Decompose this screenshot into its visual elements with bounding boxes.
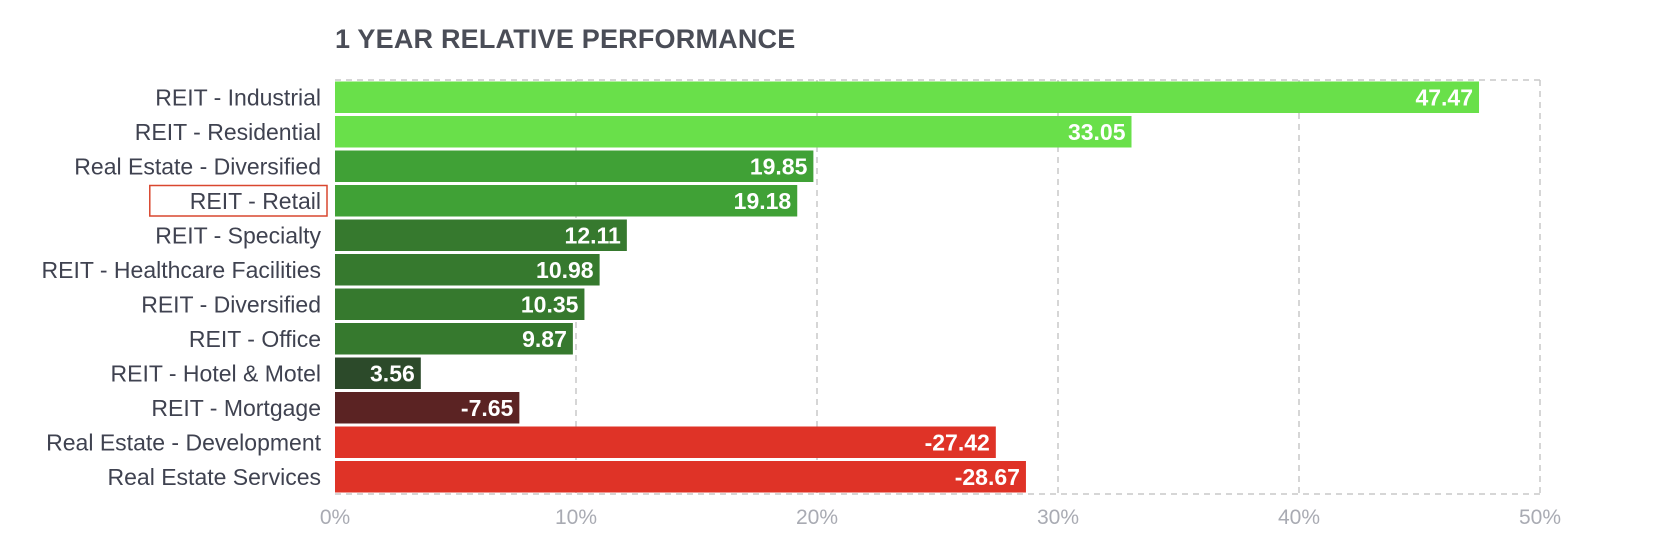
category-label: REIT - Residential bbox=[135, 119, 321, 145]
category-label: REIT - Healthcare Facilities bbox=[42, 257, 322, 283]
category-label: REIT - Office bbox=[189, 326, 321, 352]
bar bbox=[335, 357, 421, 389]
category-label: REIT - Mortgage bbox=[151, 395, 321, 421]
category-label: REIT - Diversified bbox=[141, 291, 321, 317]
category-label: REIT - Specialty bbox=[155, 222, 321, 248]
bars bbox=[335, 81, 1480, 493]
chart-title: 1 YEAR RELATIVE PERFORMANCE bbox=[335, 24, 796, 54]
data-label: 33.05 bbox=[1068, 119, 1126, 145]
bar bbox=[335, 219, 627, 251]
data-label: 19.18 bbox=[734, 188, 792, 214]
bar bbox=[335, 116, 1132, 148]
bar bbox=[335, 254, 600, 286]
category-label: REIT - Hotel & Motel bbox=[111, 360, 321, 386]
highlight-box bbox=[149, 184, 328, 217]
data-label: 12.11 bbox=[565, 222, 621, 248]
bar bbox=[335, 426, 996, 458]
category-label: Real Estate - Development bbox=[46, 429, 321, 455]
x-tick-label: 50% bbox=[1519, 506, 1561, 529]
bar bbox=[335, 150, 814, 182]
category-label: Real Estate - Diversified bbox=[74, 153, 321, 179]
x-tick-label: 40% bbox=[1278, 506, 1320, 529]
data-label: 19.85 bbox=[750, 153, 808, 179]
category-labels: REIT - Industrial REIT - Residential Real … bbox=[42, 84, 322, 490]
x-tick-label: 30% bbox=[1037, 506, 1079, 529]
data-label: 3.56 bbox=[370, 360, 415, 386]
category-label: Real Estate Services bbox=[108, 464, 321, 490]
data-label: -27.42 bbox=[925, 429, 990, 455]
data-label: -7.65 bbox=[461, 395, 514, 421]
bar bbox=[335, 392, 520, 424]
data-label: 47.47 bbox=[1415, 84, 1473, 110]
x-tick-label: 10% bbox=[555, 506, 597, 529]
data-label: -28.67 bbox=[955, 464, 1020, 490]
value-labels: 47.47 33.05 19.85 19.18 12.11 10.98 10.35 9.87 3… bbox=[370, 84, 1473, 490]
data-label: 9.87 bbox=[522, 326, 567, 352]
x-tick-label: 0% bbox=[320, 506, 350, 529]
x-axis-ticks: 0% 10% 20% 30% 40% 50% bbox=[320, 506, 1561, 529]
x-tick-label: 20% bbox=[796, 506, 838, 529]
bar bbox=[335, 185, 798, 217]
category-label: REIT - Industrial bbox=[155, 84, 321, 110]
gridlines bbox=[335, 79, 1541, 495]
bar bbox=[335, 461, 1026, 493]
data-label: 10.98 bbox=[536, 257, 594, 283]
bar bbox=[335, 288, 585, 320]
category-label: REIT - Retail bbox=[190, 188, 321, 214]
bar bbox=[335, 323, 573, 355]
data-label: 10.35 bbox=[521, 291, 579, 317]
bar bbox=[335, 81, 1480, 113]
